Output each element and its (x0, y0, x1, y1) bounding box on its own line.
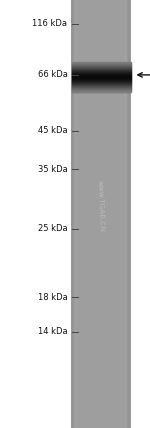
Text: 14 kDa: 14 kDa (38, 327, 68, 336)
Text: 45 kDa: 45 kDa (38, 126, 68, 135)
Text: 18 kDa: 18 kDa (38, 293, 68, 302)
Text: 116 kDa: 116 kDa (33, 19, 68, 28)
Text: 25 kDa: 25 kDa (38, 224, 68, 234)
Text: www.TGAB.CN: www.TGAB.CN (97, 179, 104, 232)
Text: 66 kDa: 66 kDa (38, 70, 68, 80)
Text: 35 kDa: 35 kDa (38, 164, 68, 174)
